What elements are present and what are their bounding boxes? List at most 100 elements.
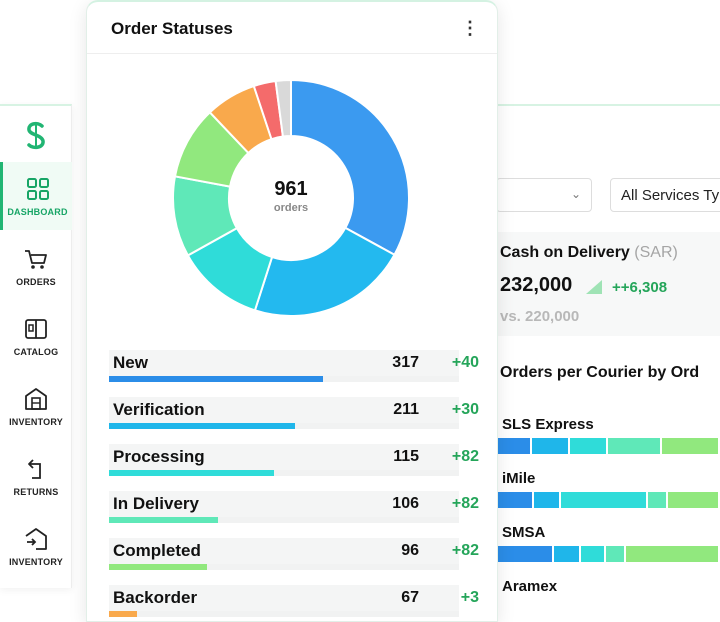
status-progress-fill [109, 423, 295, 429]
sidebar-item-label: INVENTORY [9, 557, 63, 567]
courier-bar-segment [661, 438, 720, 454]
donut-slice-0[interactable] [290, 78, 410, 257]
status-row[interactable]: Verification 211 +30 [109, 397, 485, 433]
courier-bar-segment [607, 438, 662, 454]
status-progress-track [109, 376, 459, 382]
sidebar-item-label: ORDERS [16, 277, 56, 287]
courier-bar-segment [625, 546, 720, 562]
courier-bar-segment [496, 438, 532, 454]
status-row-background [109, 585, 459, 615]
dashboard-background-panel: ⌄ All Services Ty Cash on Delivery (SAR)… [496, 104, 720, 622]
donut-slice-7[interactable] [274, 78, 292, 138]
sidebar-item-dashboard[interactable]: DASHBOARD [0, 162, 72, 230]
courier-bar-segment [554, 546, 582, 562]
sidebar-item-returns[interactable]: RETURNS [0, 444, 72, 512]
status-delta: +3 [460, 589, 479, 606]
cod-previous: vs. 220,000 [500, 308, 580, 325]
status-row-background [109, 491, 459, 521]
warehouse-icon [25, 388, 47, 410]
status-name: New [113, 353, 148, 372]
status-row[interactable]: In Delivery 106 +82 [109, 491, 485, 527]
status-progress-track [109, 470, 459, 476]
courier-name: Aramex [502, 578, 558, 595]
status-name: Backorder [113, 588, 198, 607]
sidebar-item-catalog[interactable]: CATALOG [0, 304, 72, 372]
card-title: Order Statuses [111, 19, 233, 38]
sidebar: DASHBOARD ORDERS CATALOG INVENTORY RETUR… [0, 104, 72, 588]
status-delta: +40 [451, 354, 479, 371]
courier-bar-segment [648, 492, 669, 508]
services-select[interactable]: All Services Ty [610, 178, 720, 212]
status-count: 67 [401, 589, 419, 606]
cod-unit: (SAR) [634, 244, 678, 261]
status-row[interactable]: New 317 +40 [109, 350, 485, 386]
sidebar-item-label: DASHBOARD [7, 207, 68, 217]
courier-bar-segment [569, 438, 608, 454]
cart-icon [25, 250, 47, 269]
status-progress-track [109, 517, 459, 523]
courier-bar-segment [496, 492, 535, 508]
courier-bar-segment [581, 546, 606, 562]
status-name: In Delivery [113, 494, 199, 513]
status-progress-fill [109, 470, 274, 476]
dashboard-icon [26, 178, 49, 200]
status-row[interactable]: Processing 115 +82 [109, 444, 485, 480]
courier-name: SMSA [502, 524, 546, 541]
courier-name: SLS Express [502, 416, 594, 433]
status-count: 115 [393, 448, 419, 465]
brand-logo-icon [27, 121, 45, 150]
status-row-background [109, 397, 459, 427]
donut-total: 961 [274, 178, 308, 200]
status-name: Completed [113, 541, 201, 560]
inventory-transfer-icon [25, 528, 47, 550]
status-count: 317 [392, 354, 419, 371]
services-select-value: All Services Ty [621, 187, 720, 204]
return-icon [28, 459, 41, 479]
status-name: Verification [113, 400, 205, 419]
status-count: 211 [393, 401, 419, 418]
status-progress-fill [109, 611, 137, 617]
courier-bar-segment [668, 492, 720, 508]
status-delta: +82 [451, 495, 479, 512]
catalog-icon [25, 319, 47, 339]
sidebar-item-label: INVENTORY [9, 417, 63, 427]
status-count: 106 [392, 495, 419, 512]
status-progress-track [109, 564, 459, 570]
status-progress-fill [109, 517, 218, 523]
sidebar-item-orders[interactable]: ORDERS [0, 234, 72, 302]
courier-bar-segment [534, 492, 561, 508]
sidebar-item-inventory[interactable]: INVENTORY [0, 374, 72, 442]
courier-stacked-bar [496, 546, 720, 562]
courier-name: iMile [502, 470, 536, 487]
chevron-down-icon: ⌄ [570, 187, 581, 201]
status-progress-track [109, 611, 459, 617]
cod-value: 232,000 [500, 274, 573, 296]
courier-bar-segment [531, 438, 570, 454]
status-row[interactable]: Completed 96 +82 [109, 538, 485, 574]
cash-on-delivery-card: Cash on Delivery (SAR) 232,000 ++6,308 v… [496, 232, 720, 336]
cod-title-text: Cash on Delivery [500, 244, 630, 261]
courier-bar-segment [560, 492, 649, 508]
sidebar-item-label: RETURNS [13, 487, 59, 497]
status-progress-fill [109, 564, 207, 570]
status-row-background [109, 444, 459, 474]
status-progress-fill [109, 376, 323, 382]
card-header: Order Statuses ⋮ [87, 2, 497, 54]
status-row-background [109, 538, 459, 568]
status-name: Processing [113, 447, 205, 466]
more-options-icon[interactable]: ⋮ [461, 18, 479, 38]
courier-stacked-bar [496, 438, 720, 454]
donut-total-label: orders [273, 202, 309, 214]
status-delta: +82 [451, 542, 479, 559]
sidebar-item-inventory-transfer[interactable]: INVENTORY [0, 514, 72, 582]
status-progress-track [109, 423, 459, 429]
cod-delta: ++6,308 [612, 279, 668, 296]
filter-select-primary[interactable]: ⌄ [496, 178, 592, 212]
status-delta: +82 [451, 448, 479, 465]
status-delta: +30 [451, 401, 479, 418]
courier-stacked-bar [496, 492, 720, 508]
sidebar-item-label: CATALOG [13, 347, 59, 357]
status-count: 96 [401, 542, 419, 559]
status-row[interactable]: Backorder 67 +3 [109, 585, 485, 621]
courier-bar-segment [496, 546, 555, 562]
